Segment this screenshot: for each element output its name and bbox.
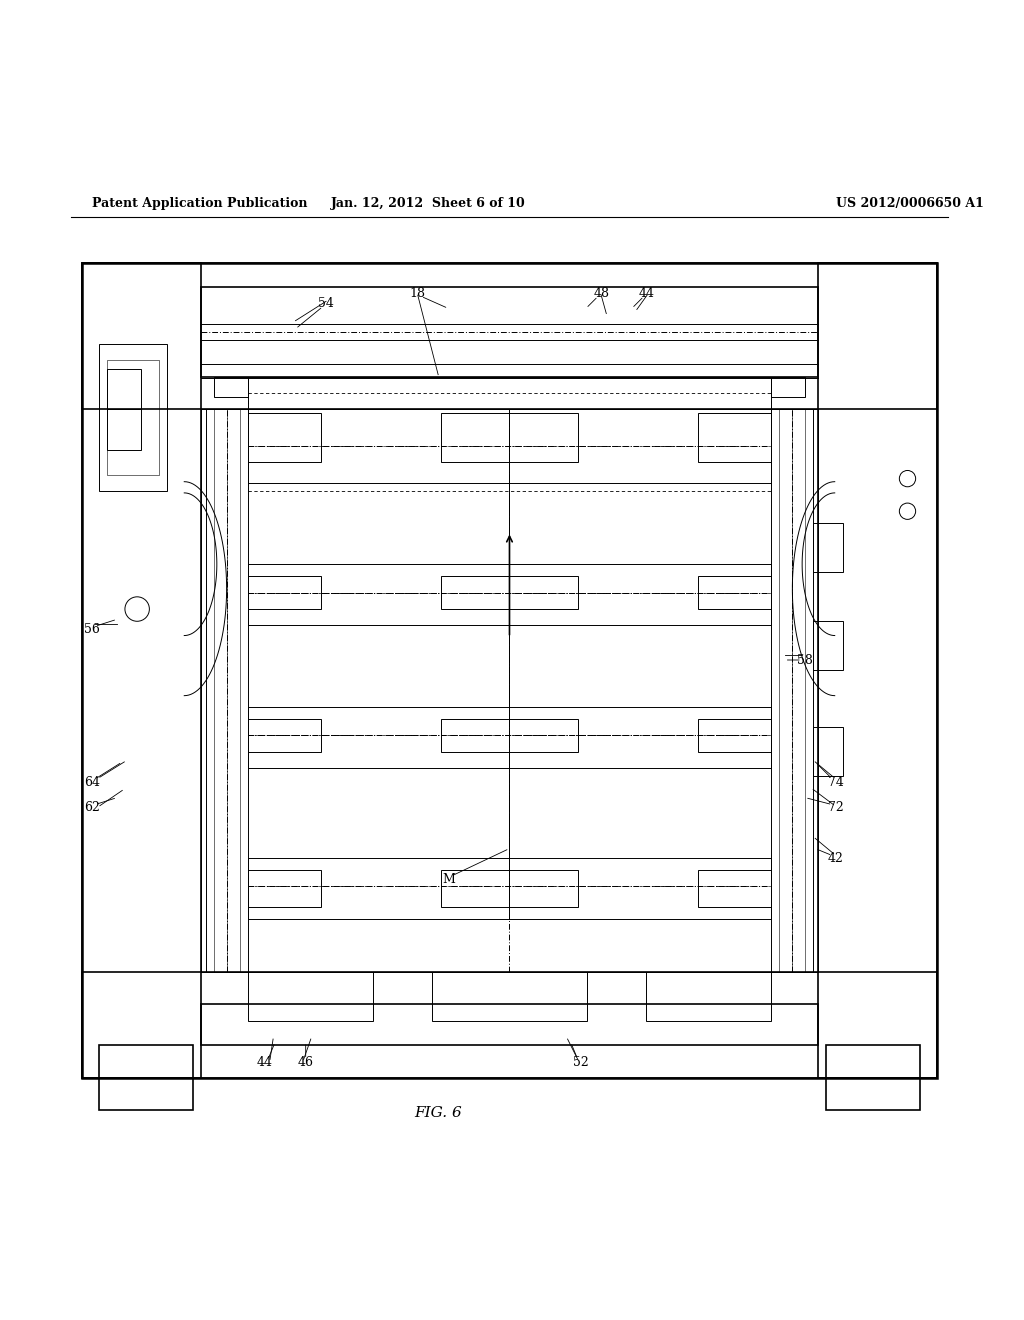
Text: 72: 72 xyxy=(827,801,844,814)
Text: 74: 74 xyxy=(827,776,844,789)
Text: Patent Application Publication: Patent Application Publication xyxy=(92,197,307,210)
Text: 58: 58 xyxy=(797,653,813,667)
Text: Jan. 12, 2012  Sheet 6 of 10: Jan. 12, 2012 Sheet 6 of 10 xyxy=(331,197,525,210)
Text: 46: 46 xyxy=(298,1056,313,1069)
Text: 64: 64 xyxy=(84,776,99,789)
Text: 42: 42 xyxy=(827,853,844,865)
Text: FIG. 6: FIG. 6 xyxy=(415,1106,462,1121)
Text: 44: 44 xyxy=(639,286,655,300)
Text: M: M xyxy=(442,873,455,886)
Text: 62: 62 xyxy=(84,801,99,814)
Text: 56: 56 xyxy=(84,623,99,636)
Text: US 2012/0006650 A1: US 2012/0006650 A1 xyxy=(836,197,983,210)
Text: 18: 18 xyxy=(410,286,426,300)
Text: 44: 44 xyxy=(257,1056,273,1069)
Text: 48: 48 xyxy=(593,286,609,300)
Text: 54: 54 xyxy=(318,297,334,310)
Text: 52: 52 xyxy=(573,1056,589,1069)
